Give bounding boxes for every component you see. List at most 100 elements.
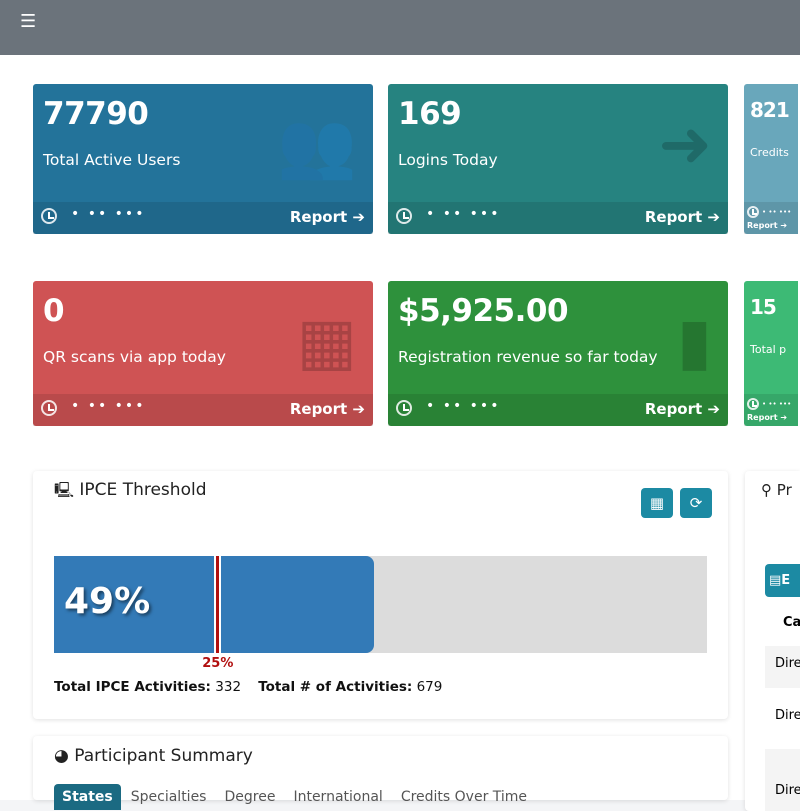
bar-chart-icon: ▮ [676, 305, 712, 379]
chalkboard-teacher-icon: 🖳 [54, 481, 75, 499]
clock-icon [747, 398, 759, 410]
dots-icon: • •• ••• [762, 208, 792, 216]
stat-value: 821 [750, 98, 790, 122]
card-footer: • •• ••• Report ➔ [744, 394, 798, 426]
stat-card: ➜ 169 Logins Today • •• ••• Report ➔ [388, 84, 728, 234]
report-link[interactable]: Report ➔ [645, 400, 720, 418]
ipce-progress-bar: 49% [54, 556, 707, 653]
report-label: Report [644, 208, 703, 226]
arrow-circle-right-icon: ➔ [707, 208, 720, 226]
refresh-button[interactable]: ⟳ [680, 488, 712, 518]
ipce-progress-fill [54, 556, 374, 653]
stat-value: $5,925.00 [398, 293, 569, 329]
report-label: Report [747, 221, 778, 230]
tab-international[interactable]: International [293, 789, 383, 805]
arrow-circle-right-icon: ➔ [352, 208, 365, 226]
card-footer: • •• ••• Report ➔ [33, 394, 373, 426]
clock-icon [747, 206, 759, 218]
card-footer: • •• ••• Report ➔ [33, 202, 373, 234]
card-footer: • •• ••• Report ➔ [388, 394, 728, 426]
pie-chart-icon: ◕ [54, 746, 69, 766]
export-label: E [781, 573, 791, 588]
dots-icon: • •• ••• [426, 398, 501, 414]
stat-value: 169 [398, 96, 462, 132]
refresh-icon: ⟳ [689, 494, 703, 512]
arrow-circle-right-icon: ➔ [707, 400, 720, 418]
total-activities-label: Total # of Activities: [258, 679, 413, 695]
stat-value: 0 [43, 293, 65, 329]
report-link[interactable]: Report ➔ [747, 221, 787, 230]
calendar-button[interactable]: ▦ [641, 488, 673, 518]
hamburger-menu-icon[interactable]: ☰ [20, 11, 37, 32]
stat-label: Credits [750, 146, 789, 159]
threshold-label: 25% [202, 656, 234, 671]
threshold-marker [214, 556, 222, 653]
calendar-icon: ▦ [649, 494, 665, 512]
qrcode-icon: ▦ [296, 305, 357, 379]
stat-value: 15 [750, 295, 777, 319]
ipce-percent: 49% [64, 581, 151, 622]
clock-icon [396, 400, 412, 416]
tab-states[interactable]: States [54, 784, 121, 810]
participant-title: Participant Summary [74, 746, 253, 766]
stat-label: Registration revenue so far today [398, 348, 658, 366]
ipce-stats: Total IPCE Activities: 332 Total # of Ac… [54, 679, 442, 695]
dots-icon: • •• ••• [426, 206, 501, 222]
tab-degree[interactable]: Degree [224, 789, 276, 805]
participant-summary-panel [33, 736, 728, 800]
report-label: Report [747, 413, 778, 422]
clock-icon [41, 400, 57, 416]
stat-value: 77790 [43, 96, 149, 132]
stat-card: 821 Credits • •• ••• Report ➔ [744, 84, 798, 234]
right-panel-header: ⚲ Pr [761, 481, 792, 499]
card-footer: • •• ••• Report ➔ [388, 202, 728, 234]
total-activities-value: 679 [416, 679, 443, 695]
report-label: Report [289, 400, 348, 418]
top-navbar: ☰ [0, 0, 800, 55]
users-icon: 👥 [277, 109, 357, 183]
arrow-circle-right-icon: ➔ [352, 400, 365, 418]
clock-icon [41, 208, 57, 224]
stat-label: QR scans via app today [43, 348, 226, 366]
total-ipce-value: 332 [215, 679, 242, 695]
table-row: Dire [765, 749, 800, 811]
total-ipce-label: Total IPCE Activities: [54, 679, 211, 695]
row-text: Dire [775, 708, 800, 723]
column-header: Ca [783, 615, 800, 630]
stat-card: ▦ 0 QR scans via app today • •• ••• Repor… [33, 281, 373, 426]
tab-specialties[interactable]: Specialties [130, 789, 207, 805]
map-marker-icon: ⚲ [761, 481, 772, 499]
clock-icon [396, 208, 412, 224]
stat-label: Total Active Users [43, 151, 181, 169]
row-text: Dire [775, 656, 800, 671]
ipce-title: IPCE Threshold [79, 480, 207, 500]
dots-icon: • •• ••• [762, 400, 792, 408]
export-excel-button[interactable]: ▤E [765, 564, 800, 597]
file-excel-icon: ▤ [769, 573, 782, 588]
report-link[interactable]: Report ➔ [645, 208, 720, 226]
tab-credits-over-time[interactable]: Credits Over Time [400, 789, 528, 805]
dots-icon: • •• ••• [71, 206, 146, 222]
arrow-circle-right-icon: ➔ [780, 221, 788, 230]
table-row: Dire [765, 646, 800, 688]
stat-label: Total p [750, 343, 787, 356]
report-label: Report [289, 208, 348, 226]
stat-card: ▮ $5,925.00 Registration revenue so far t… [388, 281, 728, 426]
stat-label: Logins Today [398, 151, 498, 169]
participant-header: ◕ Participant Summary [54, 746, 253, 766]
report-link[interactable]: Report ➔ [290, 400, 365, 418]
right-panel-title: Pr [776, 481, 792, 499]
row-text: Dire [775, 783, 800, 798]
arrow-circle-right-icon: ➔ [780, 413, 788, 422]
card-footer: • •• ••• Report ➔ [744, 202, 798, 234]
table-row: Dire [765, 698, 800, 740]
report-label: Report [644, 400, 703, 418]
sign-in-icon: ➜ [658, 108, 712, 182]
right-panel: ⚲ Pr ▤E Ca Dire Dire Dire [745, 471, 800, 811]
ipce-header: 🖳 IPCE Threshold [54, 480, 206, 505]
dots-icon: • •• ••• [71, 398, 146, 414]
stat-card: 15 Total p • •• ••• Report ➔ [744, 281, 798, 426]
participant-tabs: States Specialties Degree International … [54, 784, 537, 810]
report-link[interactable]: Report ➔ [747, 413, 787, 422]
report-link[interactable]: Report ➔ [290, 208, 365, 226]
